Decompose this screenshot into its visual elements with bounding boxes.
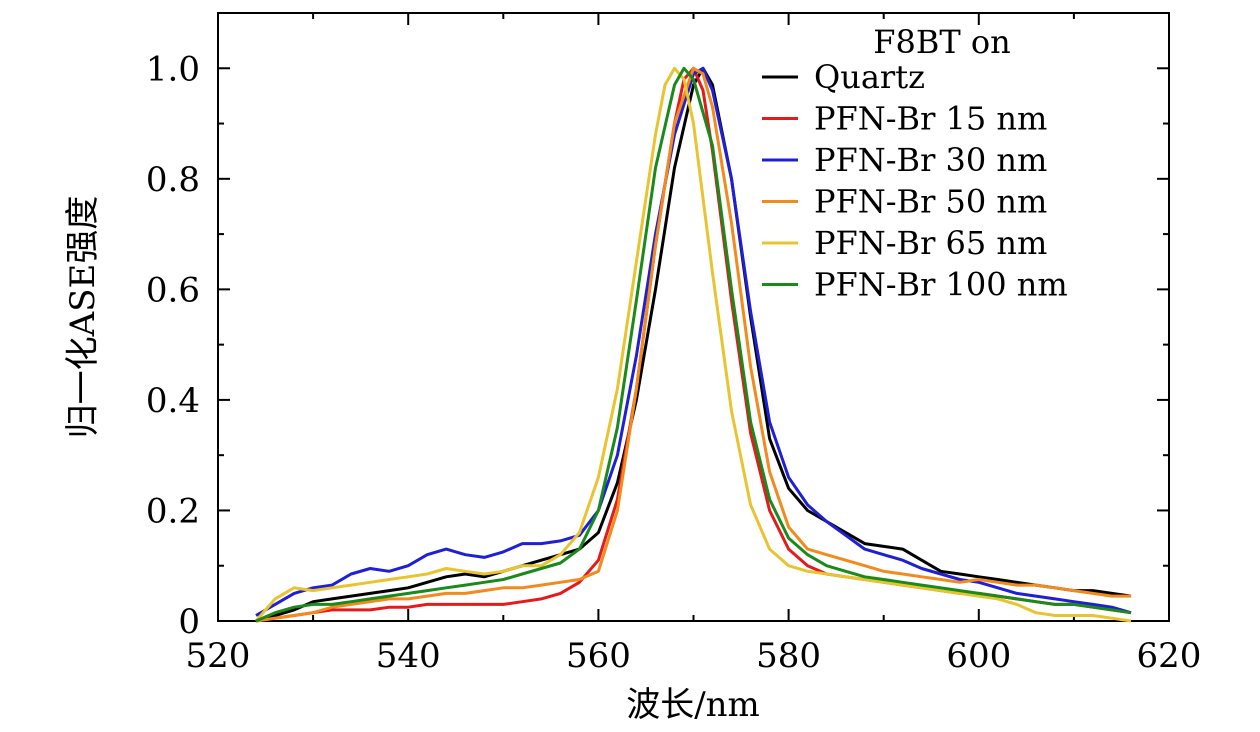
y-tick-label: 0.2: [146, 491, 200, 531]
x-tick-label: 540: [376, 636, 441, 676]
x-tick-label: 520: [186, 636, 251, 676]
legend-entry-label: PFN-Br 100 nm: [814, 266, 1068, 304]
x-tick-label: 620: [1137, 636, 1202, 676]
legend-entry-label: PFN-Br 65 nm: [814, 224, 1047, 262]
legend-entry-label: Quartz: [814, 58, 925, 96]
x-tick-label: 580: [756, 636, 821, 676]
x-tick-label: 600: [946, 636, 1011, 676]
axis-ticks: [217, 12, 1170, 622]
series-lines: [254, 66, 1132, 623]
tick-labels: 520 540 560 580 600 620 0 0.2 0.4 0.6 0.8 1.0: [146, 49, 1202, 676]
series-line-pfn-br-65-nm: [254, 66, 1132, 623]
legend-entry-label: PFN-Br 30 nm: [814, 141, 1047, 179]
x-tick-label: 560: [566, 636, 631, 676]
x-axis-title: 波长/nm: [626, 685, 760, 725]
y-tick-label: 0.8: [146, 160, 200, 200]
series-line-pfn-br-100-nm: [255, 66, 1132, 623]
y-axis-title: 归一化ASE强度: [63, 196, 103, 439]
y-tick-label: 1.0: [146, 49, 200, 89]
legend-title: F8BT on: [873, 23, 1010, 61]
legend-entry-label: PFN-Br 15 nm: [814, 100, 1047, 138]
y-tick-label: 0.4: [146, 381, 200, 421]
series-line-pfn-br-50-nm: [255, 66, 1131, 623]
y-tick-label: 0: [178, 602, 200, 642]
y-tick-label: 0.6: [146, 270, 200, 310]
legend-entry-label: PFN-Br 50 nm: [814, 183, 1047, 221]
